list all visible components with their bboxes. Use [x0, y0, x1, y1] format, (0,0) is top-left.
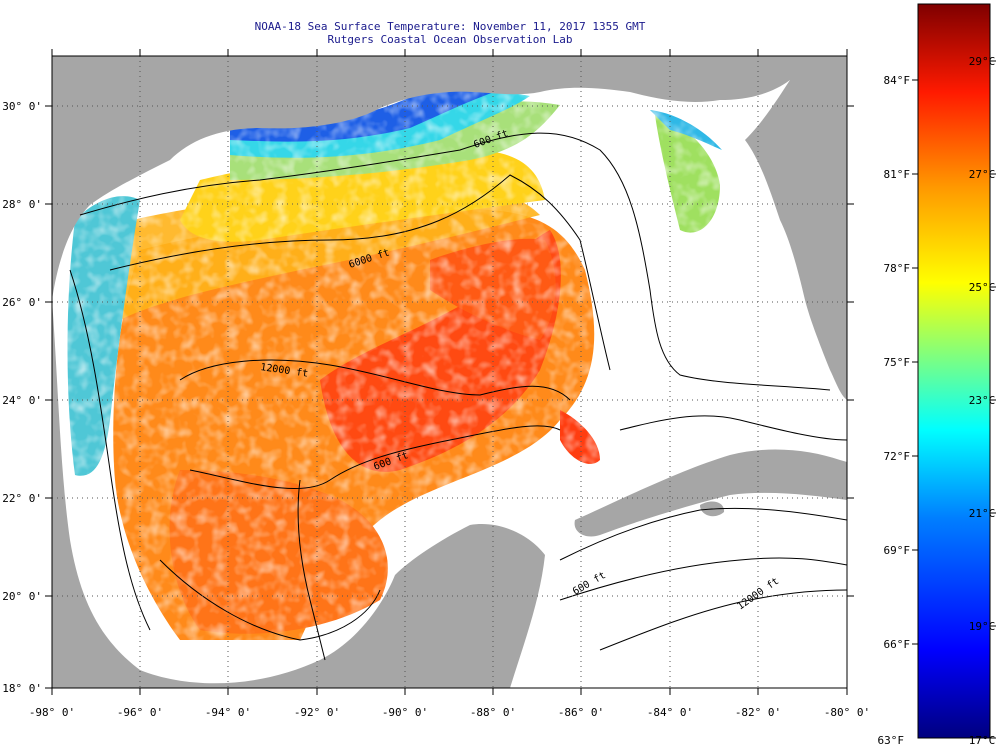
land-yucatan: [395, 524, 545, 688]
lat-label: 24° 0': [2, 394, 42, 407]
contour-florida-straits: [619, 415, 847, 441]
celsius-label: 23°C: [969, 394, 996, 407]
fahrenheit-label: 78°F: [884, 262, 911, 275]
lat-label: 30° 0': [2, 100, 42, 113]
latitude-labels: 18° 0' 20° 0' 22° 0' 24° 0' 26° 0' 28° 0…: [2, 100, 42, 695]
axis-ticks: [45, 49, 854, 695]
bathymetry-contours: [69, 132, 847, 661]
colorbar-f-labels: 84°F 81°F 78°F 75°F 72°F 69°F 66°F 63°F: [878, 74, 911, 747]
lat-label: 18° 0': [2, 682, 42, 695]
map-panel: 600 ft 6000 ft 12000 ft 600 ft 600 ft 12…: [52, 56, 847, 688]
lon-label: -82° 0': [735, 706, 781, 719]
contour-shelf-west: [69, 269, 151, 631]
fahrenheit-label: 66°F: [884, 638, 911, 651]
contour-caribbean-3: [599, 589, 847, 651]
contour-12000ft: [179, 359, 571, 401]
graticule: [52, 56, 847, 688]
lat-label: 20° 0': [2, 590, 42, 603]
land-north-us: [52, 56, 790, 300]
land-florida: [745, 56, 847, 400]
lon-label: -94° 0': [205, 706, 251, 719]
title-line2: Rutgers Coastal Ocean Observation Lab: [327, 33, 573, 46]
map-frame: [51, 55, 848, 689]
land-cuba: [574, 449, 847, 537]
colorbar: 84°F 81°F 78°F 75°F 72°F 69°F 66°F 63°F …: [878, 3, 996, 747]
land: [52, 56, 847, 688]
celsius-label: 27°C: [969, 168, 996, 181]
contour-600ft: [79, 132, 831, 391]
contour-south-loop: [159, 559, 381, 641]
lon-label: -86° 0': [558, 706, 604, 719]
contour-mex-deep: [297, 479, 326, 661]
fahrenheit-label: 81°F: [884, 168, 911, 181]
title-line1: NOAA-18 Sea Surface Temperature: Novembe…: [254, 20, 646, 33]
celsius-label: 21°C: [969, 507, 996, 520]
lon-label: -84° 0': [647, 706, 693, 719]
lon-label: -88° 0': [470, 706, 516, 719]
celsius-label: 17°C: [969, 734, 996, 747]
lon-label: -90° 0': [382, 706, 428, 719]
lat-label: 28° 0': [2, 198, 42, 211]
contour-6000ft: [109, 174, 611, 371]
contour-caribbean-2: [559, 557, 847, 601]
celsius-label: 29°C: [969, 55, 996, 68]
colorbar-c-labels: 29°C 27°C 25°C 23°C 21°C 19°C 17°C: [969, 55, 996, 747]
colorbar-ticks: [912, 60, 996, 739]
lon-label: -92° 0': [294, 706, 340, 719]
colorbar-gradient: [917, 3, 991, 739]
celsius-label: 25°C: [969, 281, 996, 294]
fahrenheit-label: 84°F: [884, 74, 911, 87]
contour-caribbean-1: [559, 507, 847, 561]
fahrenheit-label: 75°F: [884, 356, 911, 369]
celsius-label: 19°C: [969, 620, 996, 633]
land-mexico-west: [52, 300, 400, 688]
lon-label: -80° 0': [824, 706, 870, 719]
lon-label: -96° 0': [117, 706, 163, 719]
contour-campeche: [189, 425, 561, 490]
fahrenheit-label: 72°F: [884, 450, 911, 463]
lon-label: -98° 0': [29, 706, 75, 719]
lat-label: 22° 0': [2, 492, 42, 505]
lat-label: 26° 0': [2, 296, 42, 309]
longitude-labels: -98° 0' -96° 0' -94° 0' -92° 0' -90° 0' …: [29, 706, 870, 719]
fahrenheit-label: 63°F: [878, 734, 905, 747]
fahrenheit-label: 69°F: [884, 544, 911, 557]
